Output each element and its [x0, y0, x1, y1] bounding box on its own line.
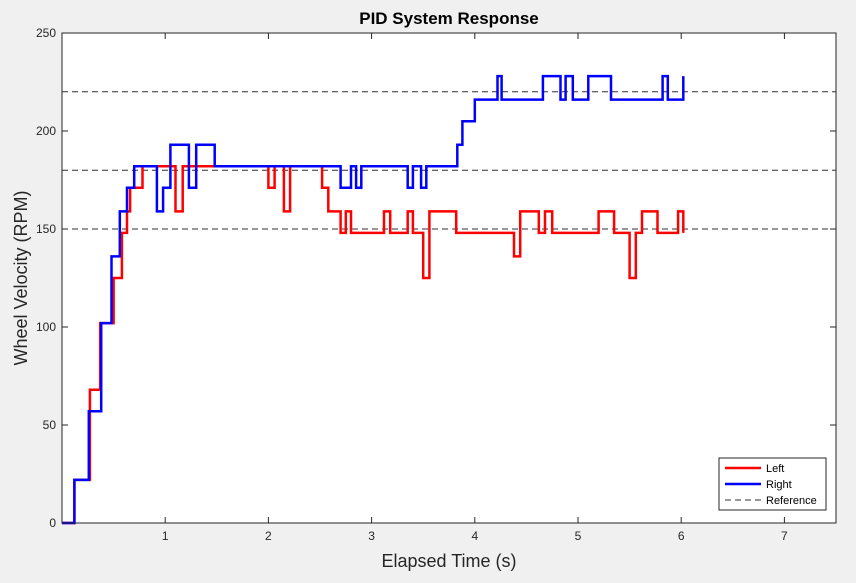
y-tick-label: 100	[36, 320, 56, 334]
x-tick-label: 3	[368, 529, 375, 543]
x-axis-ticks: 1 2 3 4 5 6 7	[162, 33, 788, 543]
y-tick-label: 200	[36, 124, 56, 138]
axes-box	[61, 32, 837, 524]
x-tick-label: 5	[575, 529, 582, 543]
x-tick-label: 6	[678, 529, 685, 543]
x-tick-label: 2	[265, 529, 272, 543]
y-tick-label: 0	[49, 516, 56, 530]
y-axis-label: Wheel Velocity (RPM)	[11, 190, 31, 365]
legend: Left Right Reference	[718, 457, 827, 511]
x-tick-label: 4	[471, 529, 478, 543]
x-axis-label: Elapsed Time (s)	[381, 551, 516, 571]
x-tick-label: 7	[781, 529, 788, 543]
legend-label-right: Right	[766, 479, 792, 491]
series-lines	[62, 74, 685, 525]
axes-background	[62, 33, 836, 523]
legend-label-left: Left	[766, 463, 784, 475]
y-tick-label: 250	[36, 26, 56, 40]
reference-lines	[62, 91, 836, 230]
y-axis-ticks: 0 50 100 150 200 250	[36, 26, 836, 530]
x-tick-label: 1	[162, 529, 169, 543]
series-line-right	[62, 74, 685, 525]
y-tick-label: 150	[36, 222, 56, 236]
y-tick-label: 50	[43, 418, 57, 432]
series-line-left	[62, 165, 685, 525]
chart-title: PID System Response	[359, 9, 539, 28]
legend-label-reference: Reference	[766, 495, 817, 507]
